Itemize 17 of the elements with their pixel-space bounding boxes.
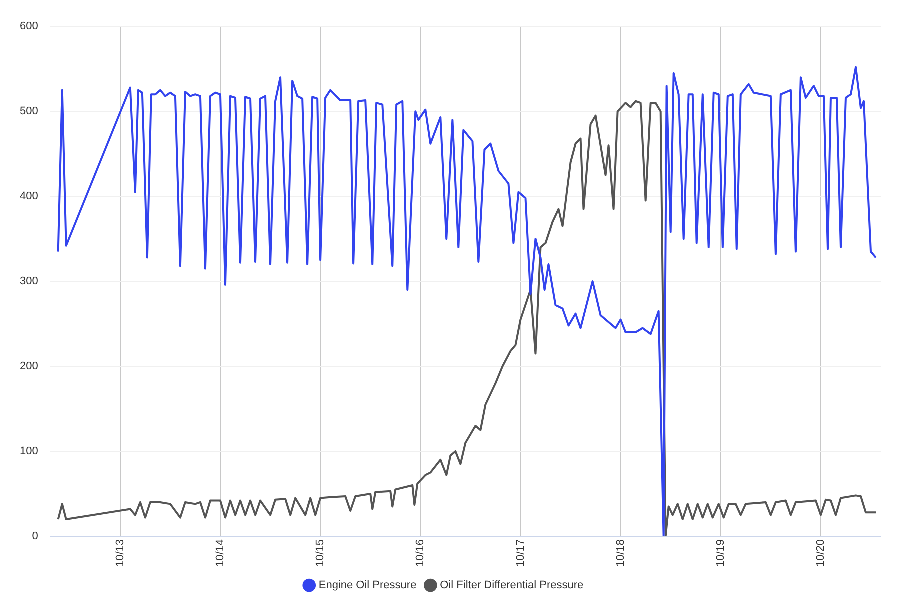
x-tick-label: 10/18	[614, 539, 627, 568]
y-tick-label: 600	[20, 20, 38, 33]
x-tick-label: 10/17	[514, 539, 527, 568]
x-tick-label: 10/13	[114, 539, 126, 568]
y-tick-label: 200	[20, 360, 38, 373]
legend-label: Oil Filter Differential Pressure	[440, 580, 584, 592]
x-tick-label: 10/15	[314, 539, 327, 568]
x-tick-label: 10/14	[214, 539, 227, 568]
y-tick-label: 500	[20, 106, 38, 118]
y-tick-label: 400	[20, 190, 38, 203]
legend-label: Engine Oil Pressure	[318, 580, 417, 592]
y-tick-label: 0	[32, 530, 38, 543]
x-tick-label: 10/16	[414, 539, 427, 568]
x-tick-label: 10/20	[814, 539, 827, 568]
y-tick-label: 100	[20, 446, 38, 458]
y-tick-label: 300	[20, 276, 38, 288]
x-tick-label: 10/19	[714, 539, 727, 568]
